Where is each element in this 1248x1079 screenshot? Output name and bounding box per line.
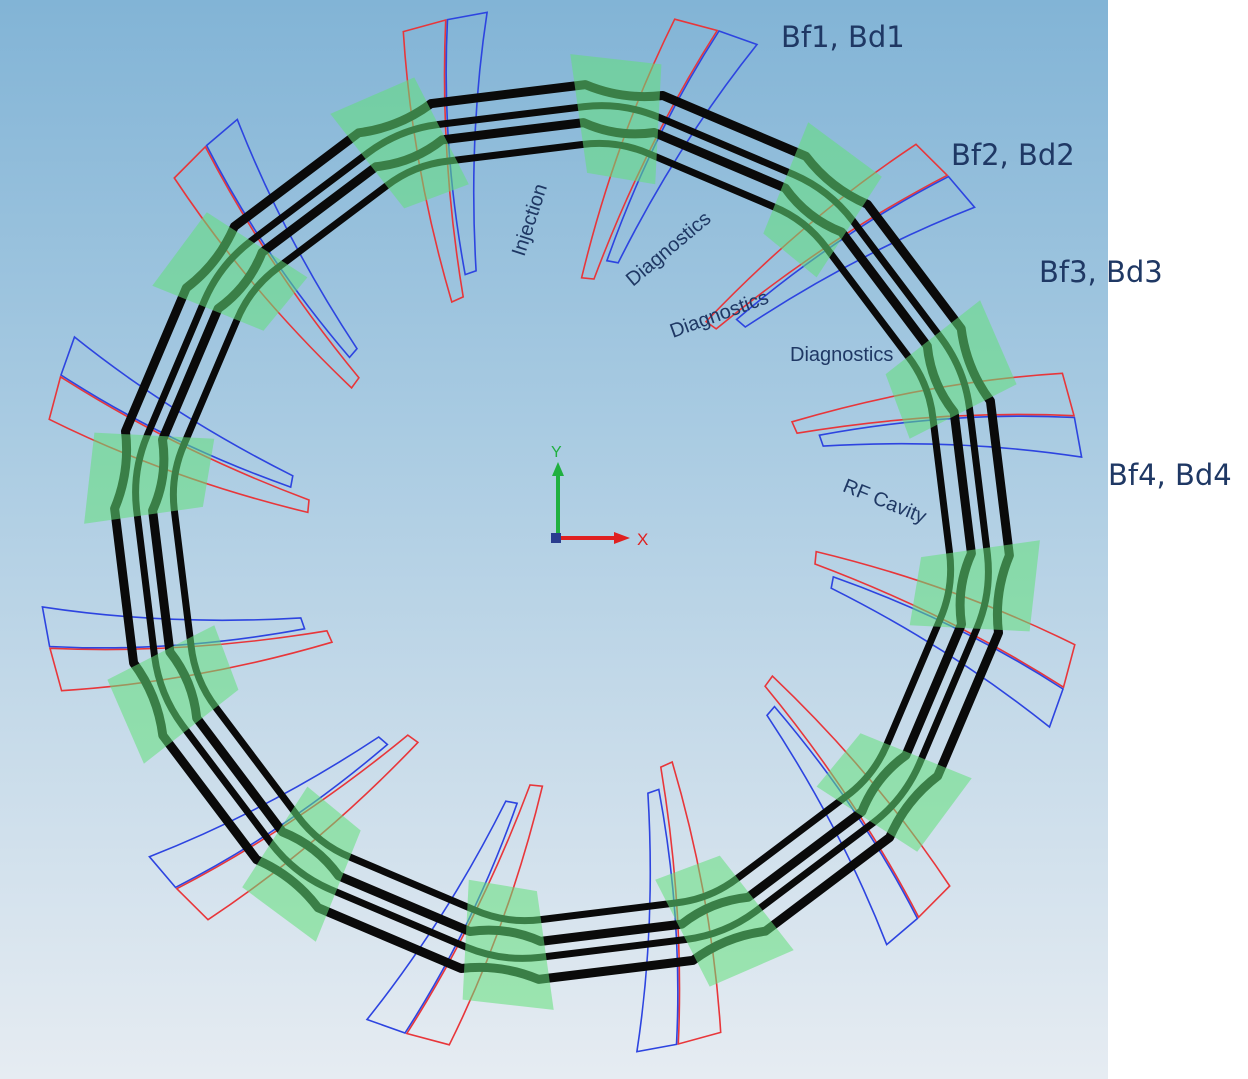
magnet-field-regions [84, 54, 1040, 1010]
magnet-field-region [330, 77, 469, 209]
y-axis-label: Y [551, 444, 562, 461]
blue-coil-outline [41, 605, 306, 649]
callout-bf3-bd3: Bf3, Bd3 [1039, 255, 1163, 289]
magnet-field-region [909, 540, 1040, 632]
blue-coil-outline [635, 788, 679, 1053]
magnet-field-region [84, 432, 215, 524]
x-axis-arrowhead [614, 532, 630, 544]
beam-pipe-loop [169, 139, 955, 925]
magnet-coils [41, 11, 1083, 1053]
magnet-field-region [570, 54, 662, 185]
cad-viewport[interactable]: Y X Injection Diagnostics Diagnostics Di… [0, 0, 1108, 1079]
magnet-field-region [152, 212, 308, 331]
beam-pipe-ring [110, 80, 1014, 984]
magnet-field-region [462, 879, 554, 1010]
label-diagnostics-3: Diagnostics [790, 344, 894, 366]
callout-bf1-bd1: Bf1, Bd1 [781, 20, 905, 54]
beam-pipe-loop [132, 102, 992, 962]
ring-diagram: Y X [41, 11, 1083, 1053]
callout-bf4-bd4: Bf4, Bd4 [1108, 458, 1232, 492]
magnet-field-region [242, 786, 361, 942]
coordinate-axes-icon: Y X [551, 444, 648, 549]
magnet-field-region [885, 300, 1017, 439]
magnet-field-region [816, 733, 972, 852]
magnet-field-region [107, 625, 239, 764]
blue-coil-outline [445, 11, 489, 276]
blue-coil-outline [818, 415, 1083, 459]
beam-pipe-loop [110, 80, 1014, 984]
origin-marker [551, 533, 561, 543]
x-axis-label: X [637, 530, 648, 549]
callout-bf2-bd2: Bf2, Bd2 [951, 138, 1075, 172]
beam-pipe-loop [148, 118, 976, 946]
y-axis-arrowhead [552, 462, 564, 476]
magnet-field-region [655, 855, 794, 987]
magnet-field-region [763, 122, 882, 278]
